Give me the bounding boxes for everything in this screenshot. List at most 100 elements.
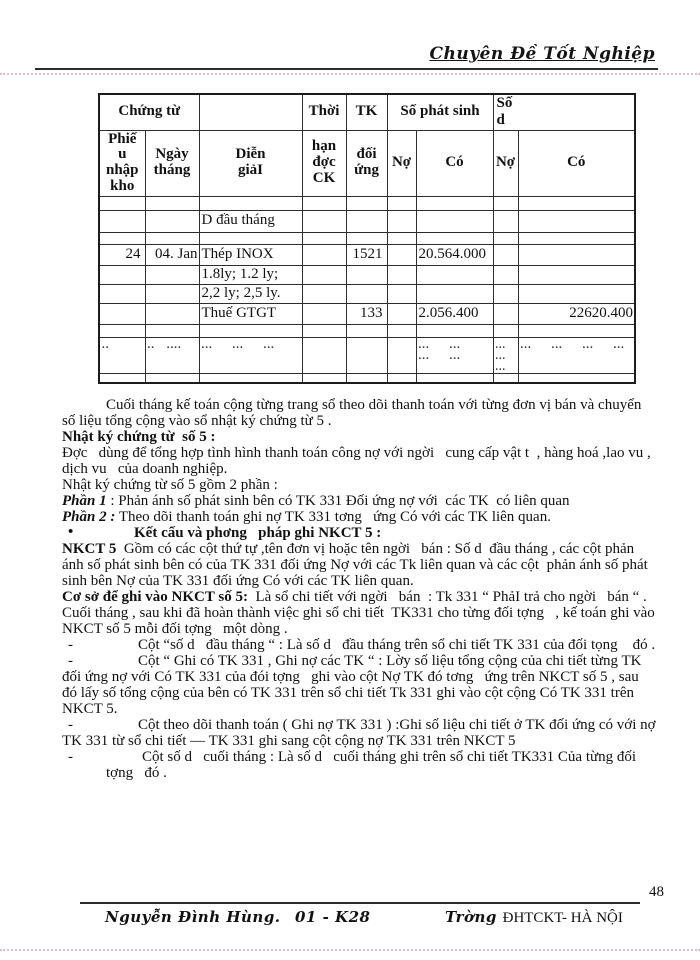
table-cell [517, 209, 636, 233]
table-cell [492, 283, 519, 304]
table-cell [415, 231, 494, 245]
part-1-label: Phần 1 [62, 493, 107, 509]
table-header-row-1: Chứng từ Thời TK Số phát sinh Số d [98, 93, 636, 131]
col-header-no-phat-sinh: Nợ [386, 129, 417, 197]
paragraph-structure-heading: • Kết cấu và phơng pháp ghi NKCT 5 : [62, 524, 657, 541]
table-cell [98, 195, 146, 211]
table-cell [98, 283, 146, 304]
table-cell [386, 372, 417, 384]
basis-label: Cơ sở để ghi vào NKCT số 5: [62, 589, 248, 605]
table-cell [345, 209, 388, 233]
paragraph-two-parts: Nhật ký chứng từ số 5 gồm 2 phần : [62, 477, 278, 493]
dash-icon: - [68, 717, 73, 733]
paragraph-nkct5-columns: NKCT 5 Gồm có các cột thứ tự ,tên đơn vị… [62, 541, 657, 589]
table-cell [345, 336, 388, 374]
table-cell [144, 264, 200, 285]
table-cell: 1.8ly; 1.2 ly; [198, 264, 303, 285]
page-header-title: Chuyên Đề Tốt Nghiệp [429, 44, 655, 64]
table-cell [386, 243, 417, 266]
table-cell [98, 209, 146, 233]
table-cell [492, 302, 519, 325]
table-cell [301, 243, 347, 266]
table-row: .... ....... ... ...... ... ... ...... .… [98, 336, 636, 374]
nkct5-label: NKCT 5 [62, 541, 117, 557]
paragraph-purpose: Đợc dùng để tổng hợp tình hình thanh toá… [62, 445, 655, 477]
table-cell [415, 264, 494, 285]
table-cell: 133 [345, 302, 388, 325]
col-header-so-phat-sinh: Số phát sinh [386, 93, 494, 131]
table-cell: Thép INOX [198, 243, 303, 266]
table-row [98, 195, 636, 211]
table-cell [198, 195, 303, 211]
footer-rule [80, 902, 640, 904]
table-cell [517, 372, 636, 384]
footer-class: 01 - K28 [295, 908, 371, 926]
table-cell [415, 323, 494, 338]
table-cell [517, 195, 636, 211]
col-header-thoi: Thời [301, 93, 347, 131]
col-header-so-d: Số d [492, 93, 636, 131]
table-cell: ... ... ... [198, 336, 303, 374]
table-cell [301, 323, 347, 338]
table-cell [517, 231, 636, 245]
footer-school: Trờng ĐHTCKT- HÀ NỘI [445, 908, 623, 927]
table-row [98, 372, 636, 384]
table-cell [98, 231, 146, 245]
table-cell [301, 231, 347, 245]
footer-author: Nguyễn Đình Hùng. [105, 908, 281, 926]
part-2-text: Theo dõi thanh toán ghi nợ TK 331 tơng ứ… [115, 509, 551, 525]
table-cell [301, 283, 347, 304]
part-1-text: : Phản ánh số phát sinh bên có TK 331 Đố… [106, 493, 570, 509]
col-header-no-so-d: Nợ [492, 129, 519, 197]
table-cell [301, 302, 347, 325]
table-cell [144, 323, 200, 338]
table-cell [198, 93, 303, 131]
dash-icon: - [68, 749, 73, 765]
table-cell: ... ... ... ... [517, 336, 636, 374]
table-cell [98, 323, 146, 338]
table-cell [345, 264, 388, 285]
table-row [98, 323, 636, 338]
table-cell [386, 302, 417, 325]
table-cell [345, 372, 388, 384]
paragraph-summary: Cuối tháng kế toán cộng từng trang sổ th… [62, 397, 646, 429]
table-cell [301, 336, 347, 374]
bullet-icon: • [68, 524, 74, 540]
table-cell: Thuế GTGT [198, 302, 303, 325]
structure-heading-text: Kết cấu và phơng pháp ghi NKCT 5 : [134, 525, 382, 541]
col-header-chung-tu: Chứng từ [98, 93, 200, 131]
table-cell [345, 323, 388, 338]
table-cell [492, 243, 519, 266]
table-cell: 22620.400 [517, 302, 636, 325]
col-header-phieu-nhap-kho: Phiế u nhập kho [98, 129, 146, 197]
table-cell [492, 372, 519, 384]
header-rule [35, 68, 658, 70]
table-cell [492, 231, 519, 245]
footer-scan-artifact-line [0, 949, 700, 951]
table-cell: D đầu tháng [198, 209, 303, 233]
table-cell [144, 231, 200, 245]
opening-balance-text: Cột “số d đầu tháng “ : Là số d đầu thán… [138, 637, 656, 653]
table-cell [144, 372, 200, 384]
col-header-co-phat-sinh: Có [415, 129, 494, 197]
table-cell [492, 195, 519, 211]
col-header-tk: TK [345, 93, 388, 131]
table-cell [386, 231, 417, 245]
table-cell: 24 [98, 243, 146, 266]
table-cell [386, 336, 417, 374]
table-cell [98, 302, 146, 325]
table-row: 1.8ly; 1.2 ly; [98, 264, 636, 285]
table-cell [198, 372, 303, 384]
table-cell [98, 264, 146, 285]
basis-text: Là sổ chi tiết với ngời bán : Tk 331 “ P… [62, 589, 659, 637]
part-2-label: Phần 2 : [62, 509, 116, 525]
table-cell [98, 372, 146, 384]
table-row: D đầu tháng [98, 209, 636, 233]
table-cell [517, 283, 636, 304]
footer-school-prefix: Trờng [445, 908, 497, 926]
dash-icon: - [68, 637, 73, 653]
col-header-co-so-d: Có [517, 129, 636, 197]
table-cell [144, 302, 200, 325]
table-cell [415, 283, 494, 304]
